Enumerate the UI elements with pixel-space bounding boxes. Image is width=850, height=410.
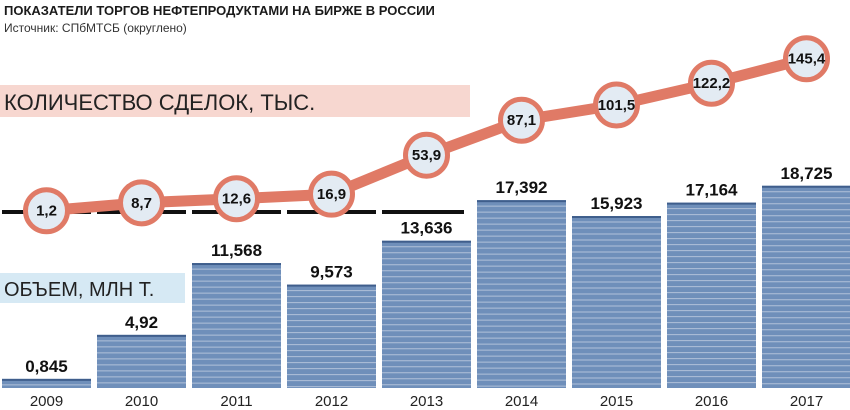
volume-bar-cap — [382, 240, 471, 243]
volume-bar — [192, 263, 281, 388]
volume-bar-label: 13,636 — [401, 219, 453, 238]
deals-point — [593, 81, 640, 129]
volume-bar-label: 0,845 — [25, 357, 68, 376]
volume-bar — [667, 202, 756, 388]
year-axis: 2009 2010 2011 2012 2013 2014 2015 2016 2017 — [30, 393, 823, 410]
deals-point-label: 87,1 — [507, 112, 536, 129]
deals-point-label: 101,5 — [598, 97, 636, 114]
volume-label-band — [0, 273, 185, 303]
deals-point-label: 145,4 — [788, 51, 826, 68]
volume-bar-cap — [572, 216, 661, 219]
x-tick-label: 2010 — [125, 393, 158, 410]
deals-point-label: 16,9 — [317, 186, 346, 203]
volume-bar — [97, 334, 186, 388]
volume-bar — [287, 284, 376, 388]
deals-point — [213, 175, 260, 223]
deals-label-band — [0, 85, 470, 117]
volume-bar-label: 11,568 — [211, 241, 262, 260]
x-tick-label: 2015 — [600, 393, 633, 410]
deals-point — [308, 170, 355, 218]
deals-point — [498, 96, 545, 144]
deals-series-label: КОЛИЧЕСТВО СДЕЛОК, ТЫС. — [4, 90, 315, 115]
deals-point-label: 12,6 — [222, 191, 251, 208]
x-tick-label: 2013 — [410, 393, 443, 410]
volume-bar — [572, 216, 661, 388]
volume-bar — [2, 378, 91, 388]
volume-bar — [382, 240, 471, 388]
volume-bar-cap — [762, 185, 850, 188]
volume-bar-label: 15,923 — [591, 194, 643, 213]
x-tick-label: 2012 — [315, 393, 348, 410]
deals-point-label: 122,2 — [693, 75, 731, 92]
x-tick-label: 2016 — [695, 393, 728, 410]
x-tick-label: 2009 — [30, 393, 63, 410]
volume-bar-cap — [667, 202, 756, 205]
chart-title: ПОКАЗАТЕЛИ ТОРГОВ НЕФТЕПРОДУКТАМИ НА БИР… — [4, 3, 435, 18]
x-tick-label: 2014 — [505, 393, 538, 410]
volume-bar — [477, 200, 566, 388]
deals-point — [23, 187, 70, 235]
deals-baseline-mark — [382, 210, 464, 214]
volume-bar-cap — [477, 200, 566, 203]
volume-bar-cap — [2, 378, 91, 381]
volume-bar-label: 4,92 — [125, 313, 158, 332]
deals-point — [783, 35, 830, 83]
deals-point — [118, 179, 165, 227]
x-tick-label: 2017 — [790, 393, 823, 410]
volume-series-label: ОБЪЕМ, МЛН Т. — [4, 279, 154, 301]
volume-bar-label: 9,573 — [310, 263, 353, 282]
volume-bar-cap — [97, 334, 186, 337]
volume-bar-cap — [287, 284, 376, 287]
deals-point-label: 8,7 — [131, 195, 152, 212]
bars-group: 0,845 4,92 11,568 9,573 13,636 17,392 15,923 17… — [2, 164, 850, 388]
volume-bar-label: 18,725 — [781, 164, 833, 183]
volume-bar-label: 17,164 — [686, 181, 739, 200]
chart-source: Источник: СПбМТСБ (округлено) — [4, 21, 187, 35]
deals-point — [688, 59, 735, 107]
deals-point — [403, 131, 450, 179]
x-tick-label: 2011 — [220, 393, 252, 410]
deals-point-label: 53,9 — [412, 147, 441, 164]
volume-bar-label: 17,392 — [496, 178, 548, 197]
volume-bar — [762, 185, 850, 388]
volume-bar-cap — [192, 263, 281, 266]
deals-point-label: 1,2 — [36, 203, 57, 220]
deals-line-group: 1,2 8,7 12,6 16,9 53,9 87,1 101,5 122,2 145,4 — [23, 35, 830, 235]
